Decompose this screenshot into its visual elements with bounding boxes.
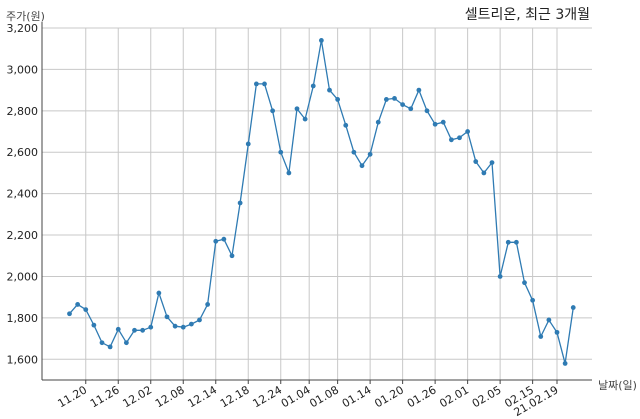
data-point [562, 361, 568, 366]
data-point [505, 239, 511, 245]
x-tick-label: 01.14 [340, 383, 374, 410]
data-point [172, 323, 178, 329]
data-point [408, 106, 414, 112]
data-point [440, 119, 446, 125]
data-point [522, 280, 527, 286]
x-tick-label: 12.14 [185, 383, 219, 410]
x-tick-label: 01.08 [307, 383, 341, 410]
data-point [383, 97, 389, 102]
y-axis-title: 주가(원) [6, 10, 45, 23]
data-point [530, 297, 536, 303]
data-point [497, 274, 503, 279]
y-tick-label: 1,800 [7, 312, 39, 325]
data-point [432, 121, 438, 127]
data-point [115, 326, 121, 332]
data-point [343, 122, 349, 128]
data-point [245, 141, 251, 147]
data-point [156, 290, 162, 296]
y-tick-label: 3,200 [7, 22, 39, 35]
data-point [318, 38, 324, 43]
data-point [278, 149, 284, 155]
data-point [180, 324, 186, 330]
data-point [570, 305, 576, 310]
x-tick-label: 01.20 [372, 383, 406, 410]
data-point [205, 302, 211, 307]
data-point [554, 329, 560, 335]
x-tick-label: 02.01 [437, 383, 471, 410]
y-tick-label: 1,600 [7, 353, 39, 366]
x-tick-label: 11.20 [55, 383, 89, 410]
x-tick-label: 01.04 [279, 383, 313, 410]
data-point [546, 317, 552, 323]
y-tick-label: 2,200 [7, 229, 39, 242]
data-point [91, 322, 97, 328]
data-point [392, 96, 397, 101]
data-point [294, 106, 300, 112]
data-point [107, 344, 113, 350]
data-point [229, 253, 235, 259]
y-tick-label: 2,400 [7, 188, 39, 201]
axes [41, 22, 592, 384]
data-point [424, 108, 430, 114]
x-axis-title: 날짜(일) [598, 378, 637, 392]
data-point [286, 170, 292, 176]
data-point [132, 327, 137, 333]
data-point [416, 87, 422, 93]
price-series-line [69, 40, 574, 364]
x-tick-label: 12.02 [120, 383, 154, 410]
data-point [123, 340, 129, 346]
data-point [221, 236, 227, 242]
x-tick-label: 11.26 [88, 383, 122, 410]
y-tick-label: 2,000 [7, 270, 39, 283]
data-point [359, 163, 365, 169]
data-point [99, 340, 105, 346]
data-point [310, 83, 316, 89]
y-tick-label: 3,000 [7, 63, 39, 76]
data-point [262, 81, 267, 87]
data-point [327, 87, 332, 93]
data-point [253, 81, 259, 87]
x-tick-label: 02.05 [470, 383, 504, 410]
data-point [197, 317, 202, 323]
data-point [538, 334, 544, 339]
y-tick-label: 2,600 [7, 146, 39, 159]
data-point [335, 97, 341, 102]
x-tick-label: 12.08 [153, 383, 187, 410]
data-point [75, 302, 81, 307]
data-point [473, 159, 479, 164]
data-point [140, 327, 146, 333]
data-point [375, 119, 381, 125]
data-point [164, 314, 170, 320]
data-point [448, 137, 454, 143]
data-point [400, 102, 406, 108]
x-tick-label: 12.24 [250, 383, 284, 410]
data-point [237, 200, 243, 206]
data-point [465, 129, 471, 134]
data-point [489, 160, 495, 165]
data-point [513, 239, 519, 245]
data-point [213, 238, 219, 244]
data-point [481, 170, 487, 176]
data-point [351, 149, 357, 155]
data-point [302, 116, 308, 122]
data-point [83, 307, 89, 312]
y-tick-label: 2,800 [7, 105, 39, 118]
data-point [457, 135, 462, 141]
x-tick-label: 01.26 [405, 383, 439, 410]
chart-title: 셀트리온, 최근 3개월 [465, 7, 590, 23]
data-point [188, 321, 194, 327]
x-tick-label: 12.18 [218, 383, 252, 410]
data-point [148, 324, 154, 330]
grid-lines [42, 27, 592, 380]
data-points [67, 38, 576, 366]
data-point [270, 108, 276, 114]
data-point [67, 311, 72, 317]
data-point [367, 151, 373, 157]
